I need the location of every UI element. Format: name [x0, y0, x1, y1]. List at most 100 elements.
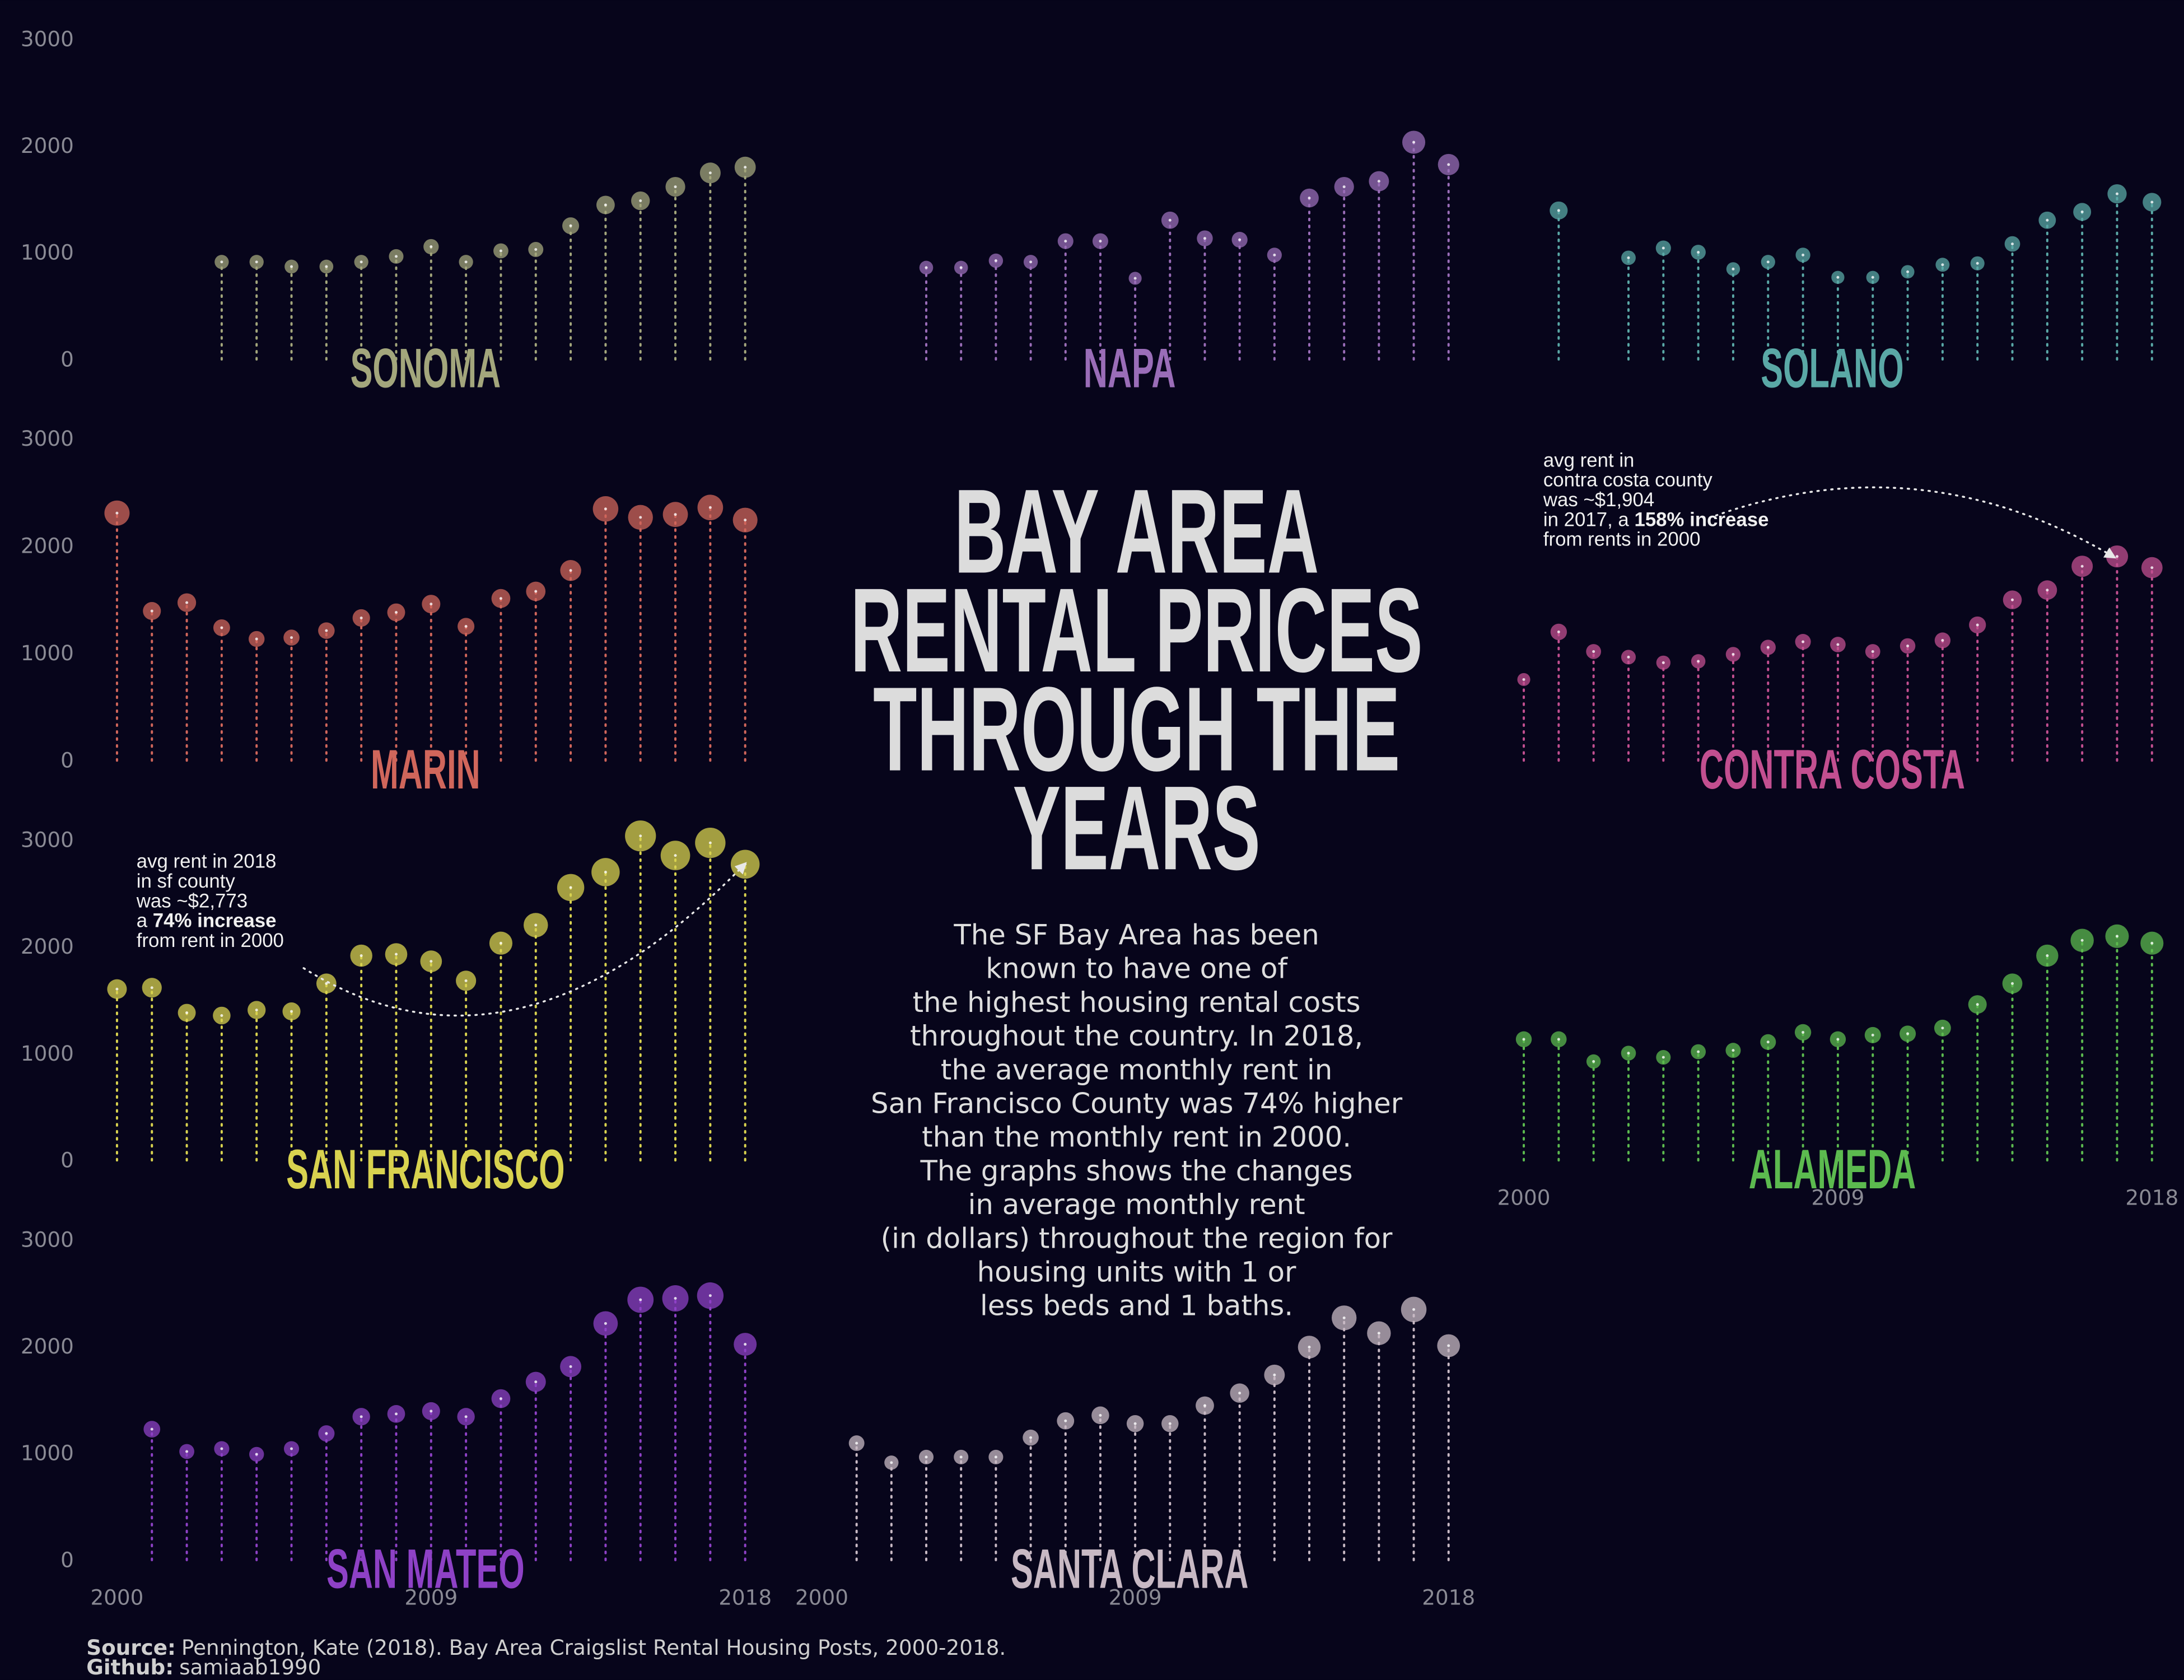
dot-center [959, 1455, 963, 1459]
title-line-group: RENTAL PRICES [851, 563, 1423, 697]
dot-center [1732, 267, 1735, 270]
title-line-group: YEARS [1013, 761, 1261, 895]
description-line: (in dollars) throughout the region for [881, 1222, 1393, 1254]
annotation-text: contra costa county [1543, 469, 1712, 491]
dot-center [220, 260, 223, 264]
dot-center [2046, 218, 2049, 222]
dot-center [1168, 1422, 1172, 1425]
dot-center [2150, 200, 2154, 204]
dot-center [2011, 598, 2014, 601]
dot-center [744, 166, 747, 169]
dot-center [639, 516, 642, 519]
dot-center [1522, 678, 1525, 681]
description-line: throughout the country. In 2018, [910, 1020, 1363, 1052]
dot-center [2115, 555, 2118, 558]
dot-center [959, 266, 963, 269]
annotation-text: avg rent in 2018 [137, 851, 277, 872]
dot-center [639, 1298, 642, 1301]
description-line: in average monthly rent [968, 1188, 1305, 1221]
annotation-line: from rents in 2000 [1543, 529, 1701, 550]
dot-center [220, 1014, 223, 1017]
source: Source: Pennington, Kate (2018). Bay Area… [86, 1635, 1006, 1660]
panel-title: SAN FRANCISCO [286, 1138, 564, 1200]
dot-center [2011, 982, 2014, 985]
dot-center [1766, 260, 1770, 264]
dot-center [569, 569, 572, 572]
dot-center [1238, 238, 1242, 241]
dot-center [1836, 276, 1840, 279]
dot-center [925, 266, 928, 269]
dot-center [115, 987, 119, 991]
dot-center [464, 260, 468, 264]
dot-center [290, 636, 293, 640]
dot-center [604, 870, 607, 874]
panel-title-group: ALAMEDA [1749, 1138, 1916, 1200]
annotation-bold: 74% increase [153, 910, 277, 932]
panel-title: SONOMA [351, 338, 501, 399]
description-line: than the monthly rent in 2000. [922, 1121, 1351, 1154]
dot-center [569, 1365, 572, 1368]
dot-center [674, 854, 677, 857]
dot-center [464, 624, 468, 628]
dot-center [2150, 941, 2154, 945]
dot-center [1099, 240, 1102, 243]
annotation-line: contra costa county [1543, 469, 1712, 491]
x-tick-label: 2018 [1422, 1585, 1475, 1609]
title-line: THROUGH THE [873, 662, 1400, 796]
x-tick-label: 2018 [2125, 1186, 2178, 1210]
dot-center [744, 519, 747, 522]
dot-center [639, 834, 642, 838]
dot-center [430, 603, 433, 606]
dot-center [2115, 192, 2118, 195]
title-line: BAY AREA [954, 465, 1319, 599]
dot-center [150, 1427, 153, 1431]
dot-center [430, 1410, 433, 1413]
title-line: RENTAL PRICES [851, 563, 1423, 697]
dot-center [1906, 645, 1910, 647]
dot-center [708, 506, 712, 509]
dot-center [394, 255, 398, 258]
annotation-bold: 158% increase [1634, 508, 1768, 530]
dot-center [220, 626, 223, 629]
x-tick-label: 2000 [795, 1585, 848, 1609]
dot-center [1802, 253, 1805, 256]
dot-center [499, 941, 502, 945]
dot-center [394, 611, 398, 614]
dot-center [2046, 589, 2049, 592]
panel-title: MARIN [371, 739, 480, 800]
description-line: the average monthly rent in [941, 1053, 1332, 1086]
title-line: YEARS [1013, 761, 1261, 895]
dot-center [325, 265, 328, 268]
dot-center [394, 1412, 398, 1416]
dot-center [2080, 210, 2084, 213]
dot-center [994, 1455, 997, 1459]
dot-center [994, 259, 997, 263]
dot-center [325, 1432, 328, 1435]
dot-center [325, 629, 328, 632]
dot-center [1627, 256, 1630, 259]
dot-center [290, 1447, 293, 1450]
dot-center [2080, 564, 2084, 568]
dot-center [1766, 646, 1770, 649]
github-label: Github: [86, 1655, 174, 1679]
dot-center [569, 886, 572, 889]
dot-center [255, 1009, 258, 1012]
annotation-text: a [137, 910, 153, 932]
title-line-group: THROUGH THE [873, 662, 1400, 796]
dot-center [430, 960, 433, 963]
dot-center [1906, 270, 1910, 273]
dot-center [1976, 623, 1979, 627]
annotation-line: from rent in 2000 [137, 930, 284, 951]
x-tick-label: 2000 [1497, 1186, 1551, 1210]
x-tick-label: 2009 [404, 1585, 458, 1609]
dot-center [1342, 185, 1346, 189]
dot-center [1906, 1032, 1910, 1035]
panel-title: NAPA [1084, 338, 1176, 399]
annotation-line: a 74% increase [137, 910, 277, 932]
dot-center [360, 260, 363, 264]
dot-center [1976, 1003, 1979, 1006]
dot-center [1238, 1392, 1242, 1395]
panel-title-group: SANTA CLARA [1011, 1538, 1248, 1600]
dot-center [1099, 1413, 1102, 1417]
